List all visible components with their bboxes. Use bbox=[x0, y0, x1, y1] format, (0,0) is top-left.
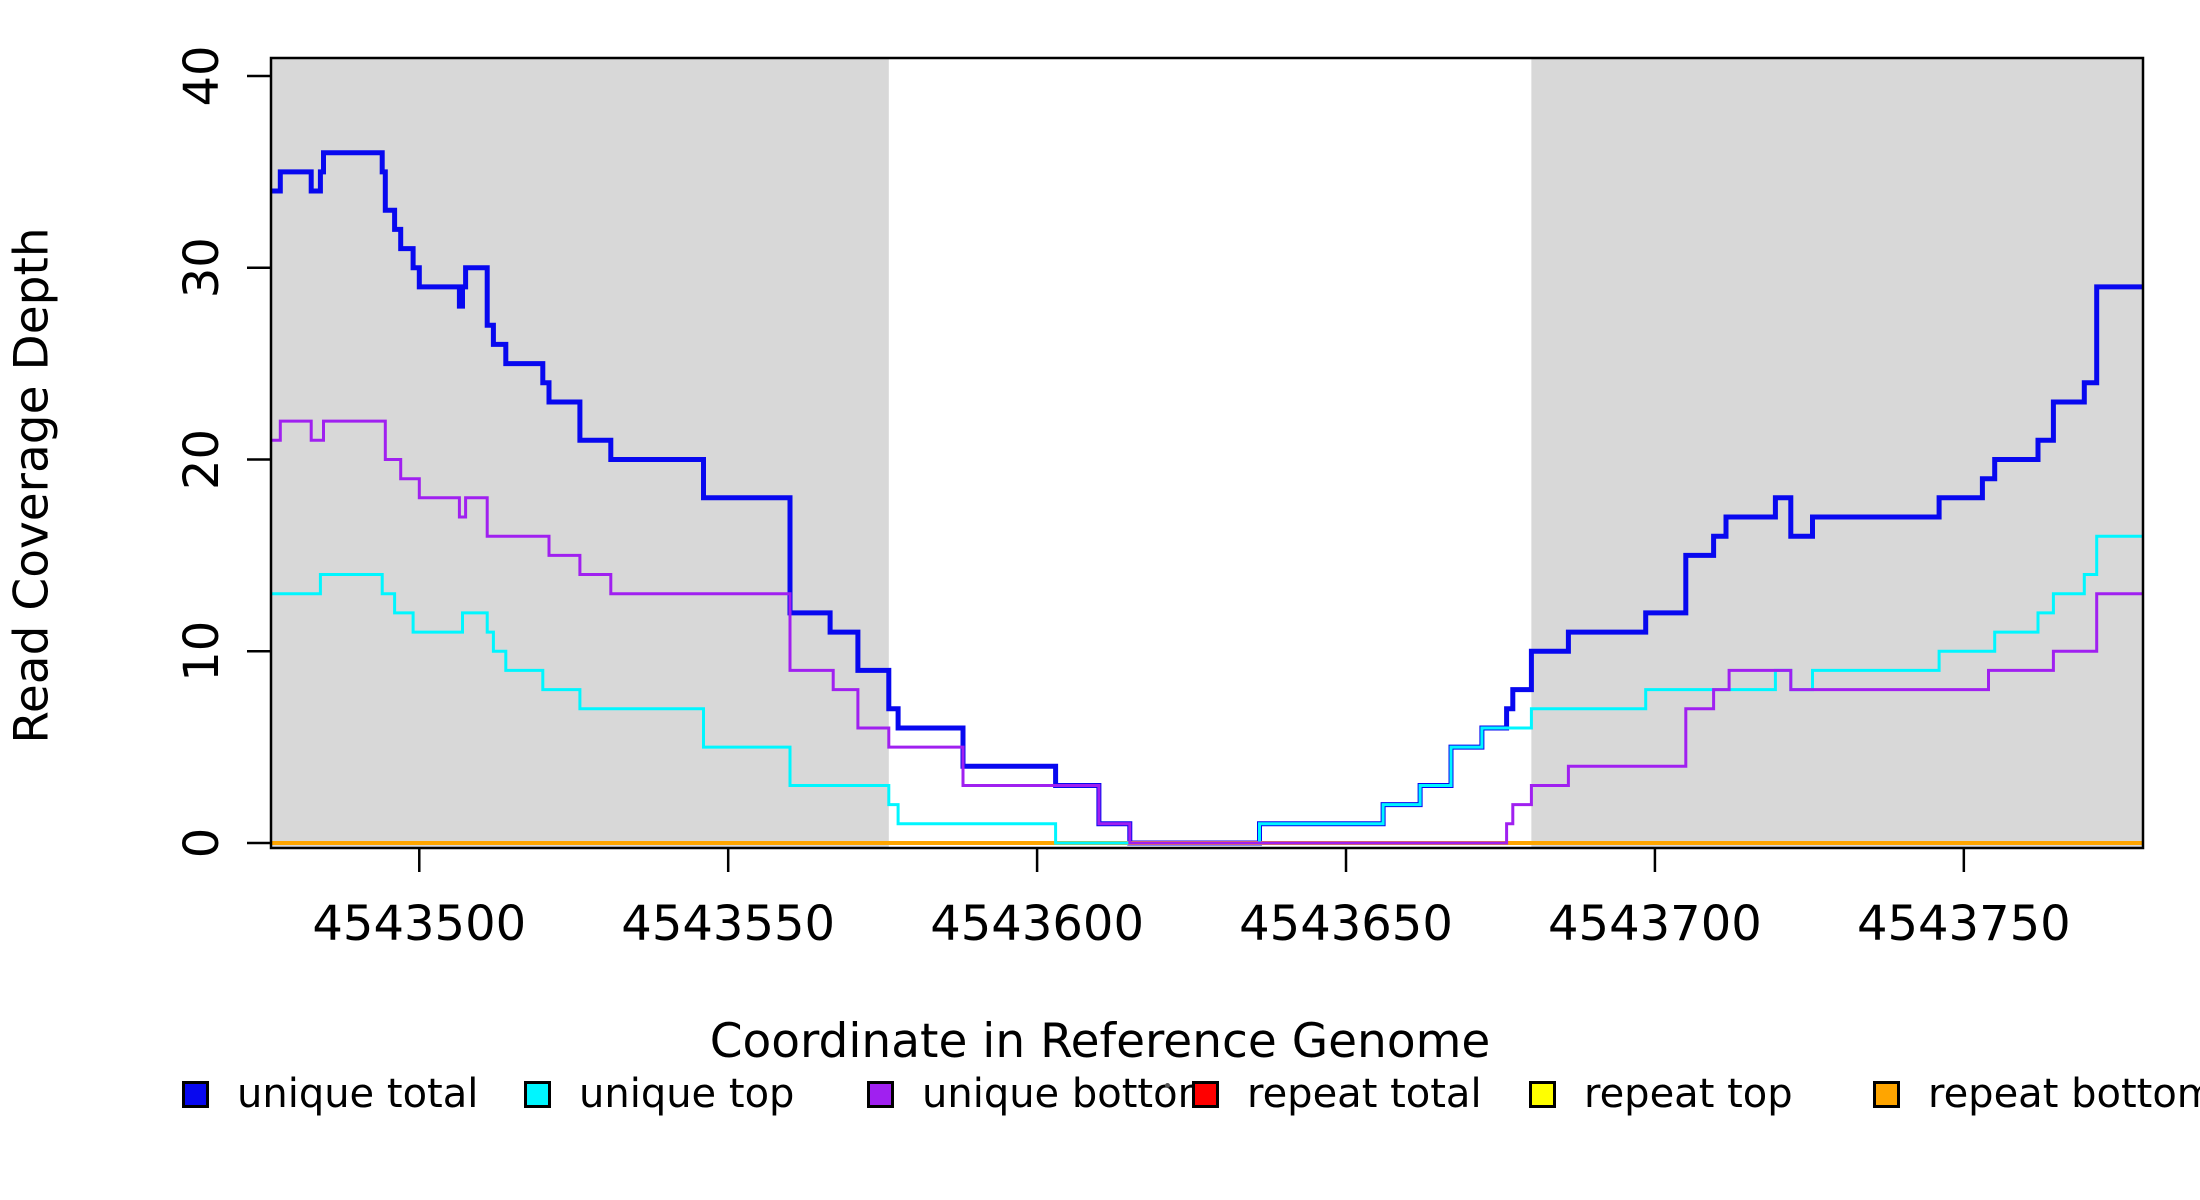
x-tick-label: 4543550 bbox=[621, 896, 835, 952]
series-unique-top bbox=[271, 534, 2143, 845]
legend-item-unique-total: unique total bbox=[182, 1071, 479, 1117]
y-tick-label: 30 bbox=[174, 237, 230, 298]
legend-item-repeat-top: repeat top bbox=[1529, 1071, 1793, 1117]
legend-item-repeat-total: repeat total bbox=[1192, 1071, 1482, 1117]
x-tick-label: 4543750 bbox=[1857, 896, 2071, 952]
x-tick-label: 4543650 bbox=[1239, 896, 1453, 952]
legend-swatch-unique-top bbox=[524, 1080, 551, 1108]
legend-label: unique total bbox=[237, 1071, 479, 1117]
stray-dot bbox=[1165, 1083, 1170, 1088]
legend-swatch-repeat-top bbox=[1529, 1080, 1556, 1108]
legend-item-repeat-bottom: repeat bottom bbox=[1873, 1071, 2200, 1117]
legend-label: repeat bottom bbox=[1928, 1071, 2200, 1117]
legend-swatch-repeat-bottom bbox=[1873, 1080, 1900, 1108]
repeat-region-left bbox=[271, 58, 889, 848]
y-tick-label: 20 bbox=[174, 429, 230, 490]
legend-label: repeat total bbox=[1247, 1071, 1482, 1117]
series-unique-bottom bbox=[271, 419, 2143, 845]
x-tick-label: 4543700 bbox=[1548, 896, 1762, 952]
legend-item-unique-bottom: unique bottom bbox=[867, 1071, 1217, 1117]
y-tick-label: 40 bbox=[174, 45, 230, 106]
y-axis-title: Read Coverage Depth bbox=[4, 227, 60, 744]
legend-item-unique-top: unique top bbox=[524, 1071, 795, 1117]
repeat-region-right bbox=[1531, 58, 2143, 848]
legend-swatch-unique-total bbox=[182, 1080, 209, 1108]
x-tick-label: 4543500 bbox=[312, 896, 526, 952]
legend-label: repeat top bbox=[1584, 1071, 1793, 1117]
legend-swatch-unique-bottom bbox=[867, 1080, 894, 1108]
y-tick-label: 0 bbox=[174, 828, 230, 859]
legend-swatch-repeat-total bbox=[1192, 1080, 1219, 1108]
legend-label: unique bottom bbox=[922, 1071, 1217, 1117]
y-tick-label: 10 bbox=[174, 621, 230, 682]
x-tick-label: 4543600 bbox=[930, 896, 1144, 952]
plot-border bbox=[269, 56, 2145, 850]
legend-label: unique top bbox=[579, 1071, 795, 1117]
x-axis-title: Coordinate in Reference Genome bbox=[709, 1014, 1491, 1069]
